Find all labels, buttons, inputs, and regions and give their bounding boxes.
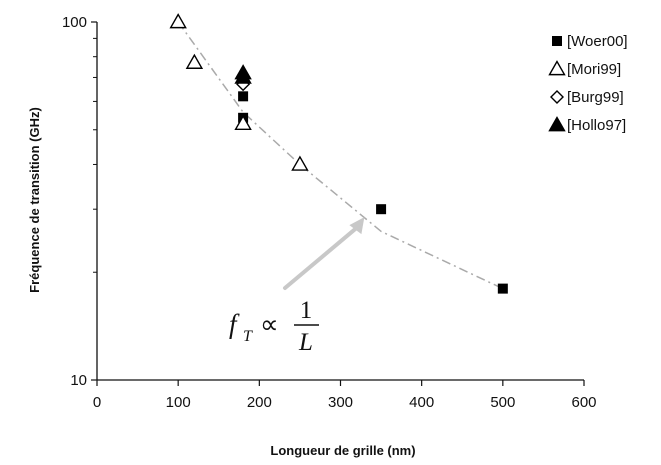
data-point	[169, 13, 187, 29]
formula-relation: ∝	[260, 310, 279, 339]
y-tick-label: 10	[70, 372, 87, 389]
data-point	[234, 114, 252, 130]
axes	[96, 22, 584, 381]
y-tick-label: 100	[62, 14, 87, 31]
legend-label: [Mori99]	[567, 61, 621, 78]
x-tick-label: 600	[571, 394, 596, 411]
annotation-formula: f T ∝ 1 L	[229, 297, 319, 356]
formula-numerator: 1	[300, 297, 313, 324]
y-axis-title: Fréquence de transition (GHz)	[27, 107, 42, 293]
trend-line	[177, 21, 504, 290]
x-axis-title: Longueur de grille (nm)	[270, 443, 415, 458]
x-tick-label: 100	[166, 394, 191, 411]
data-point	[376, 204, 387, 215]
legend-label: [Burg99]	[567, 89, 624, 106]
formula-subscript: T	[243, 328, 253, 345]
x-tick-label: 400	[409, 394, 434, 411]
trend-line-path	[177, 21, 504, 290]
arrow-shaft	[283, 226, 359, 290]
legend-label: [Woer00]	[567, 33, 628, 50]
legend-label: [Hollo97]	[567, 117, 626, 134]
data-point	[185, 53, 204, 69]
legend-marker	[552, 36, 562, 46]
data-point	[234, 68, 252, 84]
data-points	[169, 13, 508, 294]
x-tick-label: 200	[247, 394, 272, 411]
formula-lhs: f	[229, 309, 240, 339]
legend: [Woer00] [Mori99] [Burg99] [Hollo97]	[548, 33, 628, 134]
tick-labels: 0 100 200 300 400 500 600 10 100	[62, 14, 597, 411]
formula-denominator: L	[298, 329, 313, 356]
x-tick-label: 500	[490, 394, 515, 411]
legend-marker	[550, 90, 564, 104]
data-point	[238, 91, 249, 102]
tick-marks	[91, 21, 585, 386]
legend-marker	[548, 60, 566, 76]
x-tick-label: 300	[328, 394, 353, 411]
annotation-arrow	[283, 217, 365, 290]
arrow-head	[349, 217, 365, 235]
x-tick-label: 0	[93, 394, 101, 411]
legend-marker	[548, 116, 566, 132]
data-point	[497, 283, 508, 294]
data-point	[291, 155, 309, 171]
